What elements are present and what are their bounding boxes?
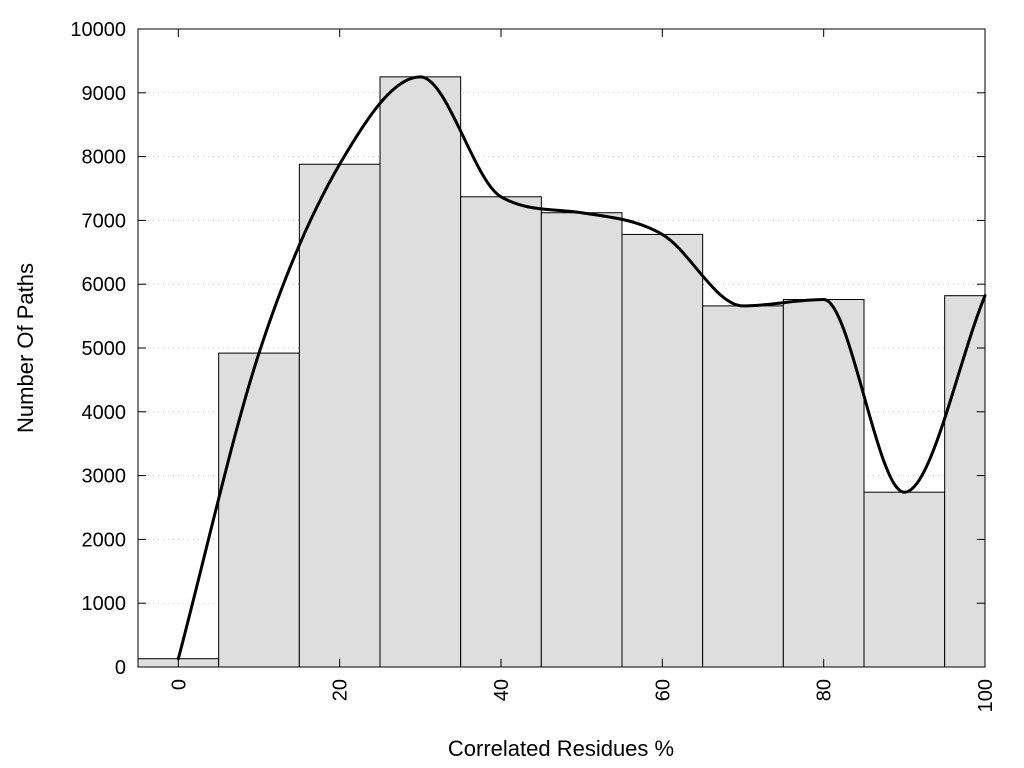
x-tick-label-40: 40 (491, 679, 513, 701)
bar-50 (540, 212, 623, 668)
x-tick-label-80: 80 (814, 679, 836, 701)
x-axis-ticks: 0 20 40 60 80 100 (168, 29, 997, 712)
y-tick-label-1000: 1000 (82, 593, 127, 615)
bars (137, 76, 986, 668)
bar-30 (379, 76, 462, 668)
x-tick-label-60: 60 (652, 679, 674, 701)
bar-40 (460, 196, 542, 668)
x-tick-label-100: 100 (975, 679, 997, 712)
x-tick-label-20: 20 (330, 679, 352, 701)
y-tick-label-6000: 6000 (82, 274, 127, 296)
y-tick-label-8000: 8000 (82, 147, 127, 169)
y-tick-label-10000: 10000 (70, 19, 126, 41)
x-axis-title: Correlated Residues % (448, 736, 674, 761)
bar-60 (621, 233, 704, 668)
y-axis-title: Number Of Paths (13, 263, 38, 433)
bar-10 (218, 352, 300, 668)
bar-20 (298, 163, 381, 668)
y-tick-label-3000: 3000 (82, 466, 127, 488)
trend-line-layer (176, 75, 987, 661)
y-tick-label-0: 0 (115, 657, 126, 679)
y-tick-label-7000: 7000 (82, 210, 127, 232)
bar-90 (863, 491, 946, 668)
y-tick-label-4000: 4000 (82, 402, 127, 424)
x-tick-label-0: 0 (168, 679, 190, 690)
y-tick-label-2000: 2000 (82, 529, 127, 551)
y-tick-label-5000: 5000 (82, 338, 127, 360)
trend-line (176, 75, 987, 661)
bar-70 (702, 305, 784, 668)
y-tick-label-9000: 9000 (82, 83, 127, 105)
y-axis-ticks: 0 1000 2000 3000 4000 5000 6000 7000 8000 9000 100… (70, 19, 985, 679)
